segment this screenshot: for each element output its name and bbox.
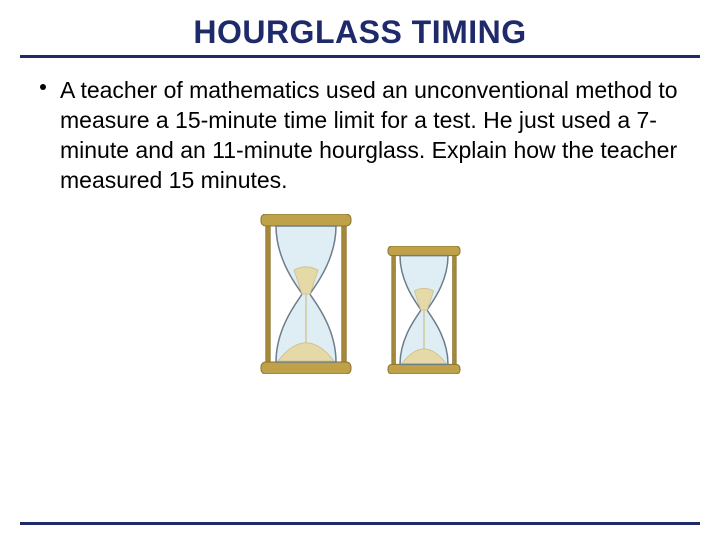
- slide: HOURGLASS TIMING A teacher of mathematic…: [0, 14, 720, 554]
- hourglass-row: [0, 214, 720, 379]
- hourglass-small-icon: [384, 246, 464, 379]
- title-underline: [20, 55, 700, 58]
- bullet-item: A teacher of mathematics used an unconve…: [40, 76, 680, 196]
- bullet-block: A teacher of mathematics used an unconve…: [40, 76, 680, 196]
- bullet-dot-icon: [40, 84, 46, 90]
- bullet-text: A teacher of mathematics used an unconve…: [60, 76, 680, 196]
- slide-title: HOURGLASS TIMING: [0, 14, 720, 51]
- hourglass-large-icon: [256, 214, 356, 379]
- bottom-divider: [20, 522, 700, 525]
